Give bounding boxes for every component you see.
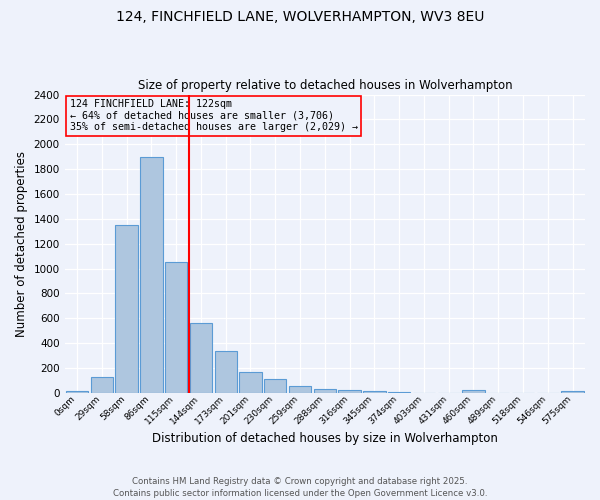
- Bar: [239, 372, 262, 393]
- Bar: [165, 262, 187, 393]
- Bar: [562, 391, 584, 393]
- Bar: [463, 390, 485, 393]
- Text: 124 FINCHFIELD LANE: 122sqm
← 64% of detached houses are smaller (3,706)
35% of : 124 FINCHFIELD LANE: 122sqm ← 64% of det…: [70, 99, 358, 132]
- Bar: [388, 392, 410, 393]
- Bar: [314, 388, 336, 393]
- Title: Size of property relative to detached houses in Wolverhampton: Size of property relative to detached ho…: [137, 79, 512, 92]
- Bar: [140, 156, 163, 393]
- X-axis label: Distribution of detached houses by size in Wolverhampton: Distribution of detached houses by size …: [152, 432, 498, 445]
- Bar: [66, 391, 88, 393]
- Bar: [289, 386, 311, 393]
- Bar: [190, 324, 212, 393]
- Text: 124, FINCHFIELD LANE, WOLVERHAMPTON, WV3 8EU: 124, FINCHFIELD LANE, WOLVERHAMPTON, WV3…: [116, 10, 484, 24]
- Text: Contains HM Land Registry data © Crown copyright and database right 2025.
Contai: Contains HM Land Registry data © Crown c…: [113, 476, 487, 498]
- Bar: [264, 380, 286, 393]
- Bar: [215, 350, 237, 393]
- Bar: [91, 377, 113, 393]
- Bar: [338, 390, 361, 393]
- Y-axis label: Number of detached properties: Number of detached properties: [15, 151, 28, 337]
- Bar: [363, 390, 386, 393]
- Bar: [115, 225, 138, 393]
